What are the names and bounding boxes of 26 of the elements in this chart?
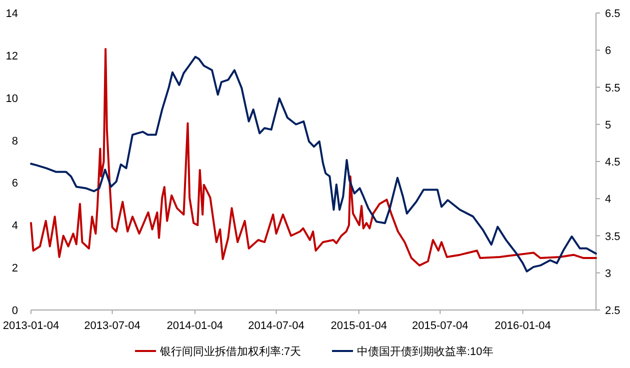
x-tick-label: 2013-01-04 xyxy=(2,320,60,332)
y2-tick-label: 5.5 xyxy=(605,82,620,94)
x-tick-label: 2016-01-04 xyxy=(494,320,551,332)
y-tick-label: 14 xyxy=(6,8,18,20)
x-tick-label: 2014-01-04 xyxy=(166,320,224,332)
y2-tick-label: 3.5 xyxy=(605,230,620,243)
y2-tick-label: 6.5 xyxy=(605,8,620,20)
x-tick-label: 2015-07-04 xyxy=(412,320,468,332)
y-tick-label: 10 xyxy=(6,92,18,105)
y2-tick-label: 3 xyxy=(605,268,612,280)
y2-tick-label: 4.5 xyxy=(605,156,620,168)
y2-tick-label: 5 xyxy=(605,119,612,132)
y2-tick-label: 2.5 xyxy=(605,305,620,317)
x-tick-label: 2013-07-04 xyxy=(84,320,140,332)
y-tick-label: 4 xyxy=(12,220,18,232)
legend-label: 银行间同业拆借加权利率:7天 xyxy=(159,345,302,358)
y-tick-label: 2 xyxy=(12,262,18,275)
legend-label: 中债国开债到期收益率:10年 xyxy=(357,345,494,358)
y-tick-label: 6 xyxy=(12,178,18,190)
y-tick-label: 0 xyxy=(12,305,18,317)
y2-tick-label: 6 xyxy=(605,45,612,58)
x-tick-label: 2014-07-04 xyxy=(248,320,304,332)
y2-tick-label: 4 xyxy=(605,194,612,206)
y-tick-label: 12 xyxy=(6,50,18,62)
x-tick-label: 2015-01-04 xyxy=(330,320,387,332)
y-tick-label: 8 xyxy=(12,135,18,148)
